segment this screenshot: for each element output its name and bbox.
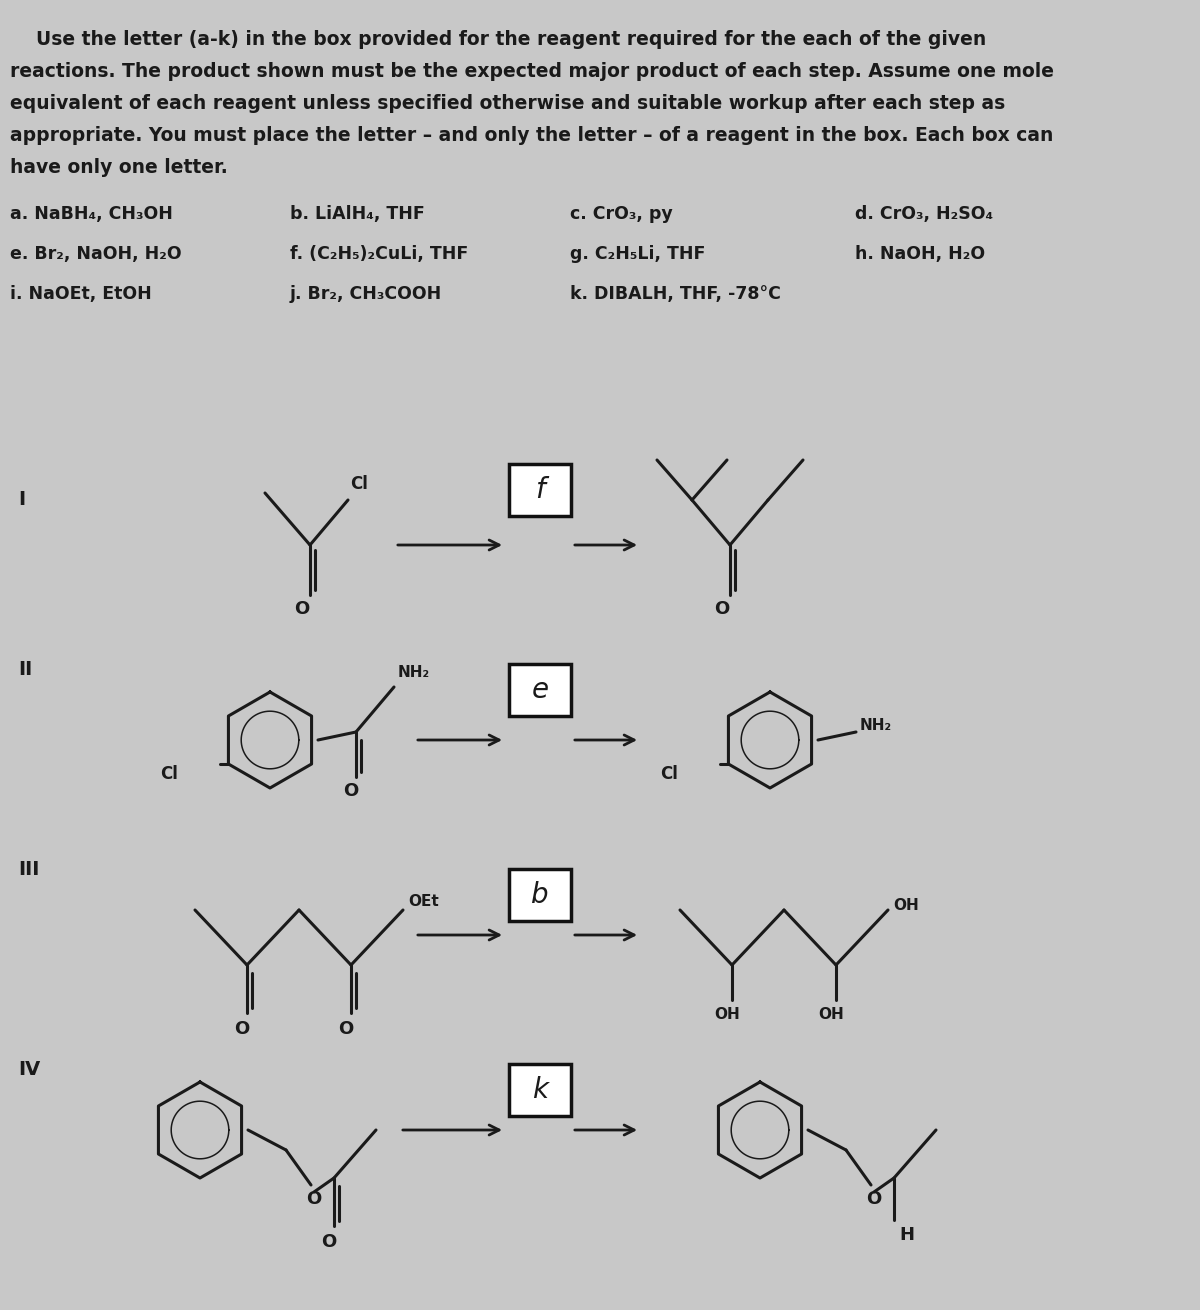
Text: Cl: Cl (660, 765, 678, 783)
Text: have only one letter.: have only one letter. (10, 159, 228, 177)
Text: h. NaOH, H₂O: h. NaOH, H₂O (854, 245, 985, 263)
Text: appropriate. You must place the letter – and only the letter – of a reagent in t: appropriate. You must place the letter –… (10, 126, 1054, 145)
Text: I: I (18, 490, 25, 510)
Text: c. CrO₃, py: c. CrO₃, py (570, 204, 673, 223)
Text: g. C₂H₅Li, THF: g. C₂H₅Li, THF (570, 245, 706, 263)
Bar (509, 664, 571, 717)
Text: H: H (899, 1226, 914, 1244)
Text: Use the letter (a-k) in the box provided for the reagent required for the each o: Use the letter (a-k) in the box provided… (10, 30, 986, 48)
Text: III: III (18, 859, 40, 879)
Text: OH: OH (893, 897, 919, 913)
Text: O: O (234, 1020, 250, 1038)
Text: e: e (532, 676, 548, 703)
Bar (509, 1064, 571, 1116)
Text: OH: OH (714, 1007, 740, 1022)
Text: O: O (338, 1020, 354, 1038)
Text: O: O (306, 1189, 322, 1208)
Text: j. Br₂, CH₃COOH: j. Br₂, CH₃COOH (290, 286, 443, 303)
Text: a. NaBH₄, CH₃OH: a. NaBH₄, CH₃OH (10, 204, 173, 223)
Text: f: f (535, 476, 545, 504)
Text: reactions. The product shown must be the expected major product of each step. As: reactions. The product shown must be the… (10, 62, 1054, 81)
Text: equivalent of each reagent unless specified otherwise and suitable workup after : equivalent of each reagent unless specif… (10, 94, 1006, 113)
Text: O: O (714, 600, 730, 618)
Text: f. (C₂H₅)₂CuLi, THF: f. (C₂H₅)₂CuLi, THF (290, 245, 468, 263)
Text: b: b (532, 882, 548, 909)
Text: k: k (532, 1076, 548, 1104)
Text: IV: IV (18, 1060, 41, 1079)
Text: O: O (322, 1233, 337, 1251)
Text: II: II (18, 660, 32, 679)
Text: NH₂: NH₂ (860, 718, 892, 732)
Text: O: O (866, 1189, 881, 1208)
Text: O: O (343, 782, 359, 800)
Text: b. LiAlH₄, THF: b. LiAlH₄, THF (290, 204, 425, 223)
Bar (509, 869, 571, 921)
Text: k. DIBALH, THF, -78°C: k. DIBALH, THF, -78°C (570, 286, 781, 303)
Text: d. CrO₃, H₂SO₄: d. CrO₃, H₂SO₄ (854, 204, 994, 223)
Text: e. Br₂, NaOH, H₂O: e. Br₂, NaOH, H₂O (10, 245, 181, 263)
Text: OEt: OEt (408, 895, 439, 909)
Text: Cl: Cl (160, 765, 178, 783)
Text: i. NaOEt, EtOH: i. NaOEt, EtOH (10, 286, 151, 303)
Text: OH: OH (818, 1007, 844, 1022)
Text: O: O (294, 600, 310, 618)
Text: Cl: Cl (350, 476, 368, 493)
Bar (509, 464, 571, 516)
Text: NH₂: NH₂ (398, 665, 430, 680)
